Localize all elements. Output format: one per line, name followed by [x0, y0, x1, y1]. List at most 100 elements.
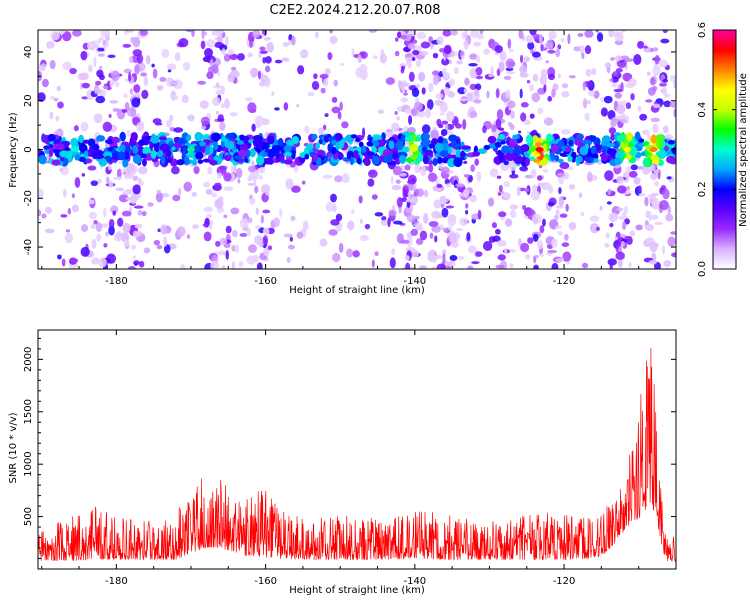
spectrogram-cell	[442, 228, 448, 232]
spectrogram-cell	[615, 68, 623, 73]
spectrogram-cell	[320, 87, 326, 94]
spectrogram-band-cell	[576, 155, 583, 163]
spectrogram-cell	[103, 207, 107, 218]
spectrogram-cell	[230, 66, 237, 71]
spectrogram-cell	[527, 41, 535, 50]
spectrogram-cell	[50, 30, 60, 41]
spectrogram-cell	[488, 236, 496, 243]
spectrogram-band-cell	[437, 156, 443, 164]
spectrogram-cell	[426, 99, 434, 111]
spectrogram-cell	[610, 57, 615, 61]
spectrogram-cell	[653, 181, 659, 187]
spectrogram-cell	[523, 119, 531, 125]
spectrogram-cell	[539, 74, 548, 86]
spectrogram-cell	[509, 263, 514, 268]
spectrogram-band-cell	[160, 155, 166, 165]
spectrogram-band-cell	[581, 139, 592, 145]
spectrogram-cell	[503, 75, 512, 80]
spectrogram-cell	[628, 78, 637, 87]
spectrogram-cell	[395, 115, 401, 121]
spectrogram-cell	[90, 180, 99, 187]
spectrogram-cell	[432, 127, 437, 131]
spectrogram-cell	[260, 72, 265, 82]
spectrogram-cell	[138, 260, 145, 268]
spectrogram-peak	[649, 147, 658, 152]
spectrogram-cell	[461, 31, 466, 39]
spectrogram-cell	[440, 166, 450, 175]
spectrogram-cell	[532, 33, 541, 40]
spectrogram-cell	[80, 224, 89, 232]
spectrogram-cell	[607, 258, 617, 266]
spectrogram-cell	[463, 160, 468, 164]
spectrogram-cell	[507, 100, 516, 109]
spectrogram-band-cell	[283, 159, 293, 165]
spectrogram-band-cell	[505, 151, 515, 162]
spectrogram-cell	[568, 75, 576, 79]
spectrogram-cell	[368, 169, 378, 178]
spectrogram-cell	[108, 165, 112, 171]
spectrogram-band-cell	[195, 151, 204, 160]
spectrogram-cell	[662, 125, 669, 134]
spectrogram-cell	[408, 114, 413, 125]
spectrogram-band-cell	[590, 145, 597, 154]
spectrogram-band-cell	[420, 139, 430, 148]
figure-title: C2E2.2024.212.20.07.R08	[269, 3, 440, 18]
spectrogram-cell	[459, 51, 465, 56]
spectrogram-cell	[479, 30, 484, 35]
spectrogram-cell	[352, 250, 360, 258]
spectrogram-band-cell	[432, 157, 438, 167]
spectrogram-cell	[44, 228, 55, 234]
spectrogram-cell	[415, 238, 424, 246]
spectrogram-band-cell	[643, 141, 650, 146]
spectrogram-band-cell	[98, 158, 108, 167]
spectrogram-cell	[102, 39, 107, 46]
spectrogram-band-cell	[434, 142, 444, 153]
spectrogram-cell	[223, 214, 228, 219]
spectrogram-cell	[115, 81, 120, 88]
spectrogram-cell	[133, 84, 141, 93]
spectrogram-cell	[498, 211, 507, 218]
spectrogram-cell	[216, 35, 224, 43]
spectrogram-band-cell	[227, 140, 235, 150]
spectrogram-cell	[172, 194, 181, 202]
spectrogram-cell	[359, 218, 363, 224]
spectrogram-cell	[55, 115, 60, 122]
spectrogram-cell	[628, 261, 632, 268]
spectrogram-cell	[613, 88, 623, 93]
spectrogram-band-cell	[401, 146, 410, 153]
spectrogram-cell	[532, 233, 539, 242]
spectrogram-cell	[65, 229, 71, 233]
spectrogram-cell	[431, 225, 441, 233]
spectrogram-cell	[616, 207, 624, 211]
spectrogram-cell	[105, 176, 110, 185]
spectrogram-cell	[533, 264, 539, 269]
spectrogram-band-cell	[388, 140, 395, 150]
spectrogram-cell	[581, 52, 585, 60]
spectrogram-cell	[212, 96, 221, 106]
spectrogram-cell	[517, 237, 522, 247]
spectrogram-cell	[663, 260, 672, 267]
spectrogram-cell	[459, 97, 468, 102]
spectrogram-band-cell	[51, 159, 61, 166]
spectrogram-cell	[663, 100, 672, 108]
spectrogram-band-cell	[142, 158, 147, 167]
spectrogram-cell	[87, 64, 93, 73]
spectrogram-cell	[249, 108, 257, 113]
spectrogram-cell	[244, 97, 253, 102]
spectrogram-band-cell	[453, 157, 463, 168]
spectrogram-cell	[445, 205, 454, 209]
x-tick-label: -140	[403, 276, 426, 287]
spectrogram-cell	[258, 81, 266, 87]
spectrogram-cell	[407, 191, 411, 200]
spectrogram-band-cell	[665, 155, 676, 164]
spectrogram-cell	[662, 86, 667, 96]
spectrogram-cell	[227, 73, 235, 83]
spectrogram-cell	[237, 178, 241, 184]
spectrogram-cell	[172, 79, 183, 90]
spectrogram-cell	[573, 46, 581, 52]
spectrogram-cell	[251, 160, 255, 166]
spectrogram-cell	[262, 209, 271, 214]
spectrogram-band-cell	[512, 134, 518, 140]
spectrogram-cell	[463, 88, 468, 94]
